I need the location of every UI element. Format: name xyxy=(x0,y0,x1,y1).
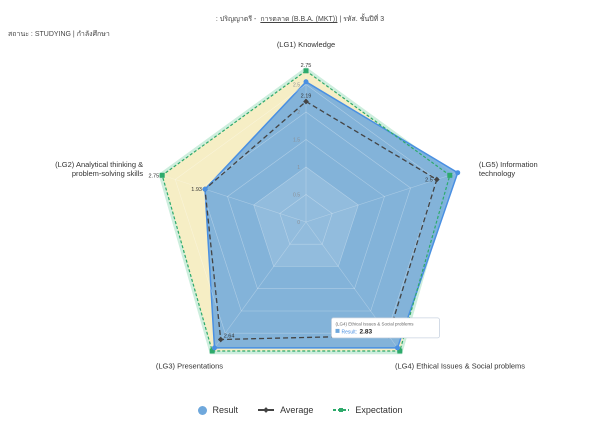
grid-ring-4 xyxy=(174,84,438,334)
r-tick-label: 2 xyxy=(297,110,300,116)
expectation-point xyxy=(159,172,165,178)
legend-item-average[interactable]: Average xyxy=(258,405,313,415)
radar-chart: 00.511.522.52.752.192.52.751.932.64(LG1)… xyxy=(55,40,538,371)
axis-label-lg: (LG3) Presentations xyxy=(156,362,223,371)
grid-ring-3 xyxy=(201,111,411,312)
legend-label-expectation: Expectation xyxy=(355,405,403,415)
grid-ring-0 xyxy=(279,194,333,245)
r-tick-label: 0.5 xyxy=(293,193,300,199)
result-point xyxy=(202,186,208,192)
spoke-4 xyxy=(149,170,307,223)
inner-highlight xyxy=(253,167,359,267)
r-tick-label: 0 xyxy=(297,220,300,226)
average-point xyxy=(217,336,224,343)
axis-label-lg: problem-solving skills xyxy=(72,169,144,178)
tooltip-box xyxy=(331,317,440,339)
expectation-swatch-icon xyxy=(333,406,350,414)
legend-label-average: Average xyxy=(280,405,314,415)
axis-label-lg: (LG4) Ethical Issues & Social problems xyxy=(395,362,525,371)
r-tick-label: 1.5 xyxy=(293,138,300,144)
data-value-label: 2.75 xyxy=(148,173,159,179)
expectation-point xyxy=(447,172,453,178)
chart-legend: Result Average Expectation xyxy=(0,405,600,415)
tooltip-value: 2.83 xyxy=(360,329,373,336)
program-header: : ปริญญาตรี - การตลาด (B.B.A. (MKT)) | ร… xyxy=(0,14,600,25)
grid-ring-1 xyxy=(253,166,359,267)
tooltip-title: (LG4) Ethical Issues & Social problems xyxy=(336,321,415,326)
result-point xyxy=(212,345,217,351)
expectation-point xyxy=(397,348,403,354)
data-value-label: 2.64 xyxy=(224,334,235,340)
axis-label-lg: (LG1) Knowledge xyxy=(277,40,335,49)
average-point xyxy=(303,98,309,105)
average-swatch-icon xyxy=(258,406,275,414)
axis-label-lg: (LG5) Information xyxy=(479,160,538,169)
average-series-line xyxy=(204,100,438,341)
expectation-series-line xyxy=(161,70,451,352)
student-status: สถานะ : STUDYING | กำลังศึกษา xyxy=(8,31,110,38)
expectation-point xyxy=(209,348,215,354)
year-label: | รหัส. ชั้นปีที่ 3 xyxy=(339,16,385,23)
grid-ring-2 xyxy=(227,139,385,290)
data-value-label: 2.75 xyxy=(301,63,312,69)
result-point xyxy=(455,170,461,176)
average-point xyxy=(433,176,440,183)
data-value-label: 2.5 xyxy=(425,178,433,184)
spoke-3 xyxy=(208,221,307,356)
axis-label-lg: (LG2) Analytical thinking & xyxy=(55,160,143,169)
legend-item-result[interactable]: Result xyxy=(197,405,239,415)
axis-label-lg: technology xyxy=(479,169,516,178)
tooltip-label: Result: xyxy=(342,329,358,335)
grid-ring-5 xyxy=(148,56,464,356)
program-link[interactable]: การตลาด (B.B.A. (MKT)) xyxy=(260,16,338,23)
tooltip-swatch-icon xyxy=(335,328,340,333)
data-value-label: 1.93 xyxy=(191,187,202,193)
result-point xyxy=(395,345,400,351)
result-swatch-icon xyxy=(197,405,207,415)
legend-item-expectation[interactable]: Expectation xyxy=(333,405,402,415)
result-point xyxy=(303,79,309,85)
degree-label: : ปริญญาตรี - xyxy=(215,16,257,23)
data-value-label: 2.19 xyxy=(301,94,312,100)
r-tick-label: 1 xyxy=(297,165,300,171)
result-series-area xyxy=(204,80,459,349)
legend-label-result: Result xyxy=(212,405,239,415)
expectation-point xyxy=(303,68,309,74)
r-tick-label: 2.5 xyxy=(293,83,300,89)
